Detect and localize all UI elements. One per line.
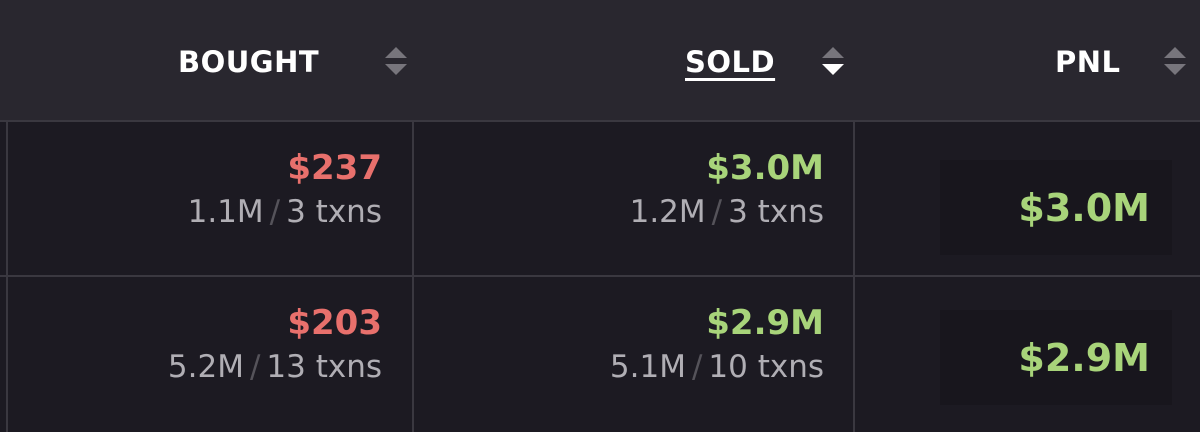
sold-txns: 10 txns (708, 349, 824, 385)
sold-cell: $3.0M 1.2M/3 txns (630, 148, 824, 230)
column-label-sold[interactable]: SOLD (685, 45, 776, 79)
bought-txns: 3 txns (286, 194, 382, 230)
sold-tokens: 1.2M (629, 194, 706, 230)
separator: / (269, 194, 281, 230)
pnl-value: $2.9M (1018, 335, 1150, 380)
bought-cell: $203 5.2M/13 txns (168, 303, 382, 385)
pnl-cell: $2.9M (940, 310, 1172, 405)
sold-cell: $2.9M 5.1M/10 txns (610, 303, 824, 385)
row-divider (0, 275, 1200, 277)
bought-tokens: 5.2M (167, 349, 244, 385)
bought-tokens: 1.1M (187, 194, 264, 230)
column-label-bought[interactable]: BOUGHT (178, 45, 320, 79)
sold-detail: 5.1M/10 txns (610, 349, 824, 385)
column-header-pnl[interactable]: PNL (1055, 40, 1121, 84)
sort-icon-bought[interactable] (385, 47, 407, 77)
sold-amount: $3.0M (706, 148, 824, 188)
sold-tokens: 5.1M (609, 349, 686, 385)
bought-detail: 5.2M/13 txns (168, 349, 382, 385)
separator: / (249, 349, 261, 385)
separator: / (711, 194, 723, 230)
sort-icon-pnl[interactable] (1164, 47, 1186, 77)
separator: / (691, 349, 703, 385)
sold-detail: 1.2M/3 txns (630, 194, 824, 230)
sort-descending-icon-sold[interactable] (822, 47, 844, 77)
table-header: BOUGHT SOLD PNL (0, 0, 1200, 122)
bought-txns: 13 txns (266, 349, 382, 385)
sold-txns: 3 txns (728, 194, 824, 230)
pnl-cell: $3.0M (940, 160, 1172, 255)
bought-detail: 1.1M/3 txns (188, 194, 382, 230)
pnl-value: $3.0M (1018, 185, 1150, 230)
sold-amount: $2.9M (706, 303, 824, 343)
column-label-pnl[interactable]: PNL (1055, 45, 1121, 79)
column-header-bought[interactable]: BOUGHT (178, 40, 319, 84)
bought-amount: $237 (287, 148, 382, 188)
bought-cell: $237 1.1M/3 txns (188, 148, 382, 230)
bought-amount: $203 (287, 303, 382, 343)
column-header-sold[interactable]: SOLD (685, 40, 775, 84)
